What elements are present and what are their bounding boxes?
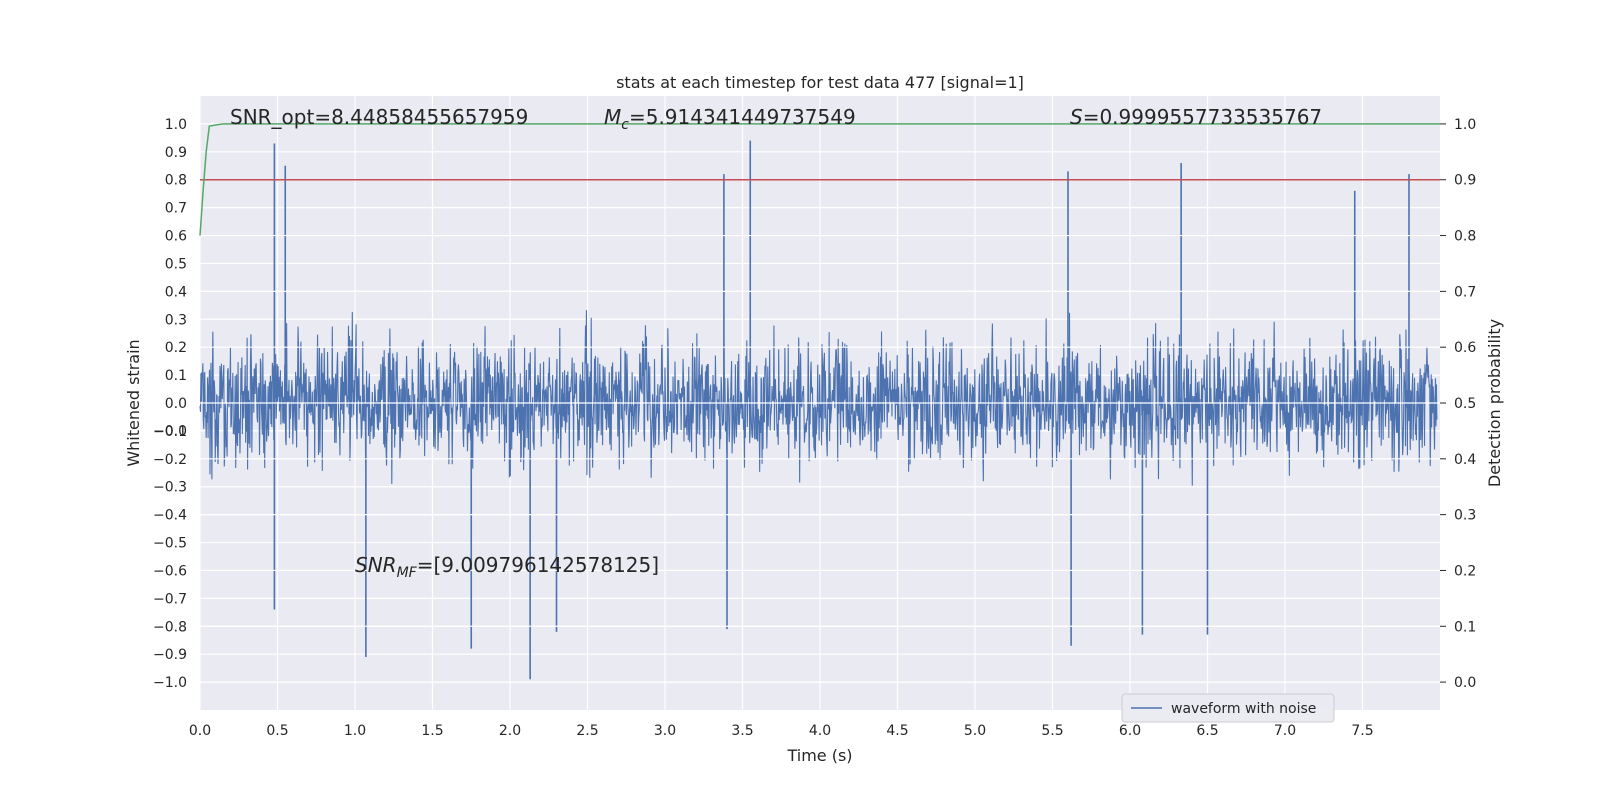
x-tick-label: 4.5 bbox=[886, 723, 908, 739]
annotation-chirp-mass-subscript: c bbox=[621, 117, 629, 133]
x-tick-label: 1.0 bbox=[344, 723, 366, 739]
x-tick-label: 2.5 bbox=[576, 723, 598, 739]
legend-box bbox=[1121, 693, 1335, 723]
y-tick-label: −0.5 bbox=[153, 536, 187, 552]
y-tick-label: 0.7 bbox=[165, 201, 187, 217]
x-tick-label: 0.5 bbox=[266, 723, 288, 739]
annotation-chirp-mass-symbol: M bbox=[604, 105, 621, 129]
y-tick-label: −0.1 bbox=[153, 424, 187, 440]
y-tick-label: 0.5 bbox=[165, 256, 187, 272]
y2-tick-label: 0.0 bbox=[1454, 675, 1476, 691]
legend-label: waveform with noise bbox=[1171, 701, 1316, 717]
x-tick-label: 2.0 bbox=[499, 723, 521, 739]
y2-tick-label: 0.6 bbox=[1454, 340, 1476, 356]
y-tick-label: −0.4 bbox=[153, 508, 187, 524]
y2-tick-label: 0.9 bbox=[1454, 173, 1476, 189]
x-tick-label: 1.5 bbox=[421, 723, 443, 739]
y-axis-label: Whitened strain bbox=[124, 339, 143, 466]
y-tick-labels: 1.00.90.80.70.60.50.40.30.20.10.0−0.0−0.… bbox=[153, 117, 187, 691]
x-tick-label: 6.0 bbox=[1119, 723, 1141, 739]
y-tick-label: −0.7 bbox=[153, 591, 187, 607]
y-tick-label: −0.0 bbox=[153, 424, 187, 440]
y2-axis-label: Detection probability bbox=[1485, 319, 1504, 487]
y-tick-label: 0.3 bbox=[165, 312, 187, 328]
x-tick-label: 3.5 bbox=[731, 723, 753, 739]
annotation-snr-mf-value: =[9.009796142578125] bbox=[417, 553, 659, 577]
annotation-s-value: =0.9999557733535767 bbox=[1083, 105, 1322, 129]
y-tick-label: −0.6 bbox=[153, 563, 187, 579]
y-tick-label: 0.4 bbox=[165, 284, 187, 300]
y-tick-label: 0.6 bbox=[165, 229, 187, 245]
annotation-s-symbol: S bbox=[1070, 105, 1083, 129]
annotation-chirp-mass: Mc=5.914341449737549 bbox=[604, 105, 856, 133]
legend: waveform with noise bbox=[1121, 693, 1335, 723]
y2-tick-label: 0.2 bbox=[1454, 563, 1476, 579]
x-axis-label: Time (s) bbox=[786, 746, 852, 765]
annotation-chirp-mass-value: =5.914341449737549 bbox=[629, 105, 856, 129]
x-tick-label: 0.0 bbox=[189, 723, 211, 739]
y-tick-label: 0.9 bbox=[165, 145, 187, 161]
y2-tick-label: 1.0 bbox=[1454, 117, 1476, 133]
y-tick-label: 0.0 bbox=[165, 396, 187, 412]
x-tick-labels: 0.0 0.5 1.0 1.5 2.0 2.5 3.0 3.5 4.0 4.5 5.0 5.5 6.0 6… bbox=[189, 723, 1374, 739]
y-tick-label: −0.3 bbox=[153, 480, 187, 496]
x-tick-label: 7.0 bbox=[1274, 723, 1296, 739]
y2-tick-label: 0.3 bbox=[1454, 508, 1476, 524]
waveform-line bbox=[199, 310, 1438, 486]
annotation-snr-mf-subscript: MF bbox=[397, 565, 418, 581]
y-tick-label: 0.1 bbox=[165, 368, 187, 384]
y2-tick-label: 0.7 bbox=[1454, 284, 1476, 300]
probability-series bbox=[199, 123, 1440, 236]
y2-tick-label: 0.8 bbox=[1454, 229, 1476, 245]
chart-title: stats at each timestep for test data 477… bbox=[616, 73, 1024, 92]
annotation-snr-mf-symbol: SNR bbox=[355, 553, 397, 577]
y-tick-label: −1.0 bbox=[153, 675, 187, 691]
waveform-series bbox=[199, 140, 1438, 680]
x-tick-label: 5.5 bbox=[1041, 723, 1063, 739]
annotation-s: S=0.9999557733535767 bbox=[1070, 105, 1322, 129]
y2-tick-label: 0.1 bbox=[1454, 619, 1476, 635]
annotation-snr-mf: SNRMF=[9.009796142578125] bbox=[355, 553, 659, 581]
y-tick-label: −0.8 bbox=[153, 619, 187, 635]
detection-probability-line bbox=[199, 123, 1440, 236]
annotation-snr-opt: SNR_opt=8.44858455657959 bbox=[230, 105, 528, 129]
y2-tick-label: 0.4 bbox=[1454, 452, 1476, 468]
x-tick-label: 3.0 bbox=[654, 723, 676, 739]
x-tick-label: 4.0 bbox=[809, 723, 831, 739]
y-tick-label: −0.9 bbox=[153, 647, 187, 663]
y-tick-label: −0.2 bbox=[153, 452, 187, 468]
y2-tick-label: 0.5 bbox=[1454, 396, 1476, 412]
x-tick-label: 7.5 bbox=[1351, 723, 1373, 739]
y-tick-label: 0.8 bbox=[165, 173, 187, 189]
x-tick-label: 5.0 bbox=[964, 723, 986, 739]
x-tick-label: 6.5 bbox=[1196, 723, 1218, 739]
y-tick-label: 0.2 bbox=[165, 340, 187, 356]
y2-tick-labels: 1.0 0.9 0.8 0.7 0.6 0.5 0.4 0.3 0.2 0.1 0.0 bbox=[1440, 117, 1476, 691]
y-tick-label: 1.0 bbox=[165, 117, 187, 133]
